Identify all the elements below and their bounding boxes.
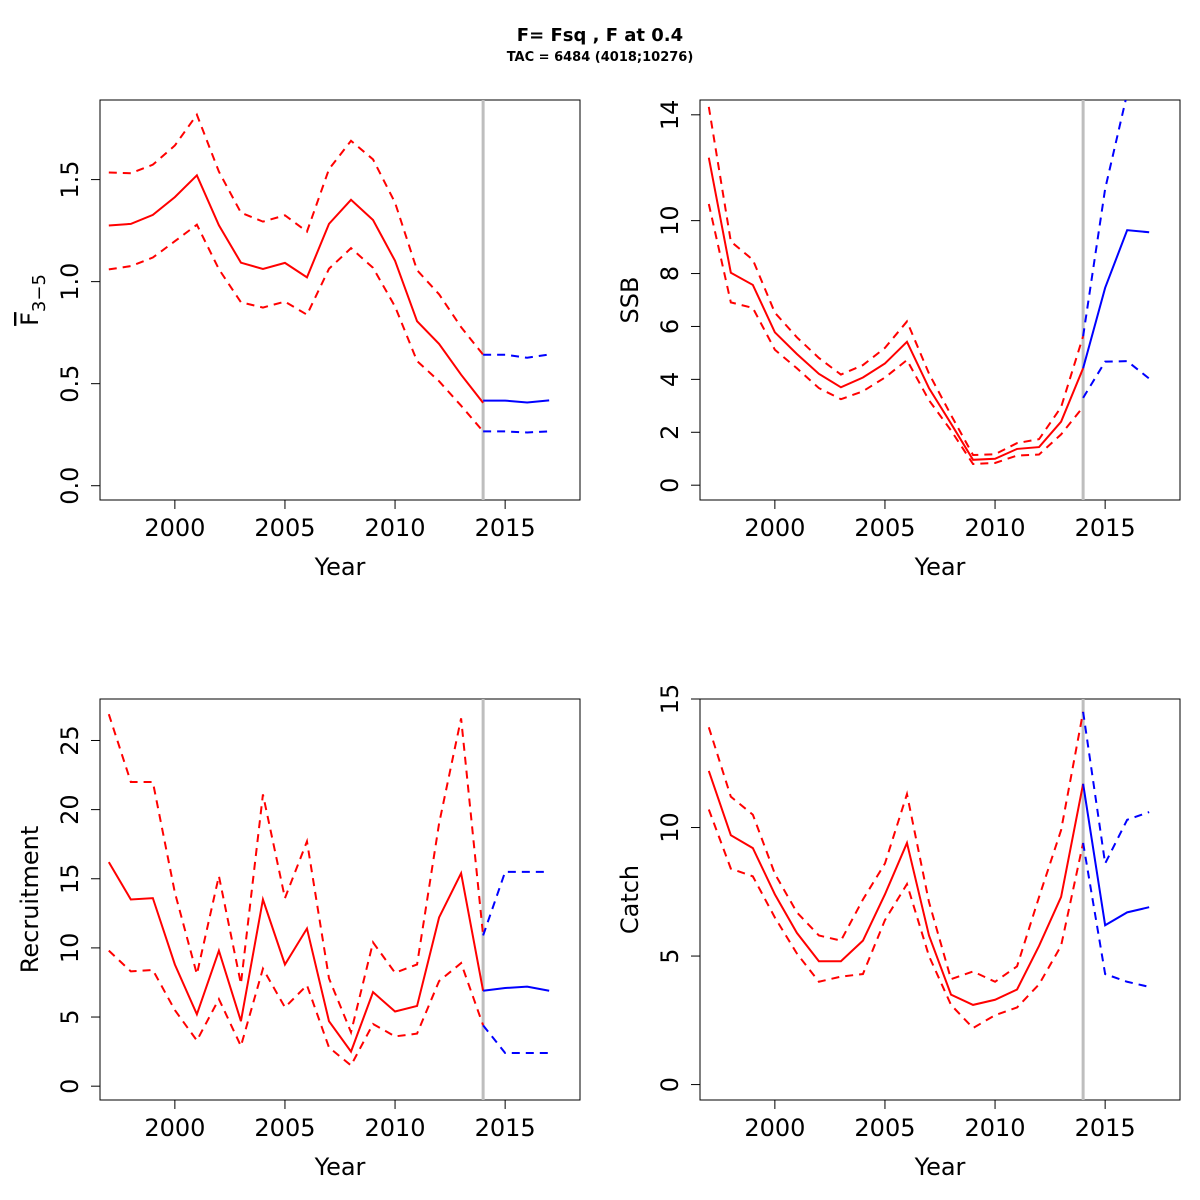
fbar-projection-lower-line <box>483 430 550 434</box>
catch-historical-median-line <box>707 770 1085 1006</box>
panel-catch: 2000 2005 2010 2015 0 5 10 15 Year Catch <box>616 684 1181 1181</box>
recruitment-y-tick-label: 5 <box>56 1009 84 1024</box>
panel-recruitment: 2000 2005 2010 2015 0 5 10 15 20 25 Year Recruitmen… <box>16 698 581 1181</box>
catch-y-tick-label: 10 <box>656 812 684 843</box>
fbar-x-axis: 2000 2005 2010 2015 <box>144 499 536 542</box>
ssb-series <box>707 100 1150 500</box>
catch-x-tick-label: 2010 <box>965 1114 1026 1142</box>
recruitment-x-axis: 2000 2005 2010 2015 <box>144 1099 536 1142</box>
recruitment-historical-upper-line <box>107 713 485 1036</box>
fbar-y-tick-label: 1.0 <box>56 263 84 301</box>
catch-y-tick-label: 15 <box>656 684 684 715</box>
recruitment-y-tick-label: 20 <box>56 794 84 825</box>
fbar-y-axis-title-subscript: 3−5 <box>29 274 50 312</box>
ssb-y-axis: 0 2 4 6 8 10 14 <box>656 100 701 493</box>
fbar-x-tick-label: 2005 <box>254 514 315 542</box>
catch-y-tick-label: 0 <box>656 1077 684 1092</box>
fbar-x-axis-title: Year <box>314 553 366 581</box>
fbar-x-tick-label: 2000 <box>144 514 205 542</box>
ssb-x-tick-label: 2015 <box>1075 514 1136 542</box>
ssb-x-tick-label: 2010 <box>965 514 1026 542</box>
fbar-historical-lower-line <box>108 223 484 433</box>
catch-x-tick-label: 2005 <box>854 1114 915 1142</box>
ssb-x-tick-label: 2000 <box>744 514 805 542</box>
ssb-y-tick-label: 4 <box>656 372 684 387</box>
ssb-historical-upper-line <box>707 106 1085 457</box>
catch-x-axis-title: Year <box>914 1153 966 1181</box>
fbar-y-axis-title-main: F <box>16 312 44 326</box>
ssb-x-axis: 2000 2005 2010 2015 <box>744 499 1136 542</box>
ssb-projection-median-line <box>1082 229 1150 369</box>
catch-y-tick-label: 5 <box>656 948 684 963</box>
catch-historical-upper-line <box>707 711 1085 983</box>
recruitment-x-tick-label: 2000 <box>144 1114 205 1142</box>
recruitment-x-tick-label: 2015 <box>475 1114 536 1142</box>
ssb-y-tick-label: 6 <box>656 319 684 334</box>
ssb-projection-upper-line <box>1082 100 1127 337</box>
ssb-y-tick-label: 2 <box>656 425 684 440</box>
ssb-x-axis-title: Year <box>914 553 966 581</box>
recruitment-projection-lower-line <box>482 1024 550 1054</box>
recruitment-y-tick-label: 15 <box>56 863 84 894</box>
recruitment-y-axis: 0 5 10 15 20 25 <box>56 725 101 1094</box>
ssb-projection-lower-line <box>1082 360 1150 399</box>
catch-x-tick-label: 2000 <box>744 1114 805 1142</box>
catch-projection-upper-line <box>1082 711 1150 867</box>
recruitment-historical-median-line <box>107 861 485 1054</box>
catch-x-tick-label: 2015 <box>1075 1114 1136 1142</box>
fbar-y-axis-title: F3−5 <box>16 274 50 326</box>
ssb-y-axis-title: SSB <box>616 277 644 324</box>
catch-projection-lower-line <box>1082 842 1150 988</box>
recruitment-y-tick-label: 0 <box>56 1079 84 1094</box>
panel-ssb: 2000 2005 2010 2015 0 2 4 6 8 10 14 Year SSB <box>616 99 1181 581</box>
fbar-projection-upper-line <box>483 353 550 359</box>
ssb-y-tick-label: 0 <box>656 478 684 493</box>
catch-y-axis-title: Catch <box>616 865 644 934</box>
recruitment-projection-median-line <box>482 985 550 992</box>
recruitment-x-axis-title: Year <box>314 1153 366 1181</box>
fbar-series <box>108 100 550 500</box>
fbar-y-tick-label: 0.0 <box>56 467 84 505</box>
fbar-projection-median-line <box>483 399 550 404</box>
recruitment-y-tick-label: 10 <box>56 933 84 964</box>
recruitment-projection-upper-line <box>482 870 550 936</box>
panel-fbar: 2000 2005 2010 2015 0.0 0.5 1.0 1.5 Year F3−5 <box>16 99 581 581</box>
fbar-historical-upper-line <box>108 112 484 356</box>
recruitment-series <box>107 699 550 1100</box>
catch-y-axis: 0 5 10 15 <box>656 684 701 1092</box>
ssb-x-tick-label: 2005 <box>854 514 915 542</box>
recruitment-historical-lower-line <box>108 949 485 1067</box>
recruitment-y-axis-title: Recruitment <box>16 826 44 973</box>
catch-x-axis: 2000 2005 2010 2015 <box>744 1099 1136 1142</box>
ssb-y-tick-label: 8 <box>656 266 684 281</box>
recruitment-x-tick-label: 2010 <box>365 1114 426 1142</box>
catch-projection-median-line <box>1082 783 1150 927</box>
ssb-historical-median-line <box>707 157 1085 461</box>
fbar-historical-median-line <box>108 173 484 404</box>
recruitment-y-tick-label: 25 <box>56 725 84 756</box>
fbar-y-tick-label: 0.5 <box>56 365 84 403</box>
figure-title: F= Fsq , F at 0.4 <box>517 25 683 46</box>
fbar-x-tick-label: 2010 <box>365 514 426 542</box>
figure-subtitle: TAC = 6484 (4018;10276) <box>507 50 694 65</box>
fbar-y-tick-label: 1.5 <box>56 161 84 199</box>
ssb-y-tick-label: 14 <box>656 100 684 131</box>
fbar-x-tick-label: 2015 <box>475 514 536 542</box>
ssb-y-tick-label: 10 <box>656 205 684 236</box>
recruitment-x-tick-label: 2005 <box>254 1114 315 1142</box>
catch-series <box>707 699 1150 1100</box>
fbar-y-axis: 0.0 0.5 1.0 1.5 <box>56 161 101 505</box>
